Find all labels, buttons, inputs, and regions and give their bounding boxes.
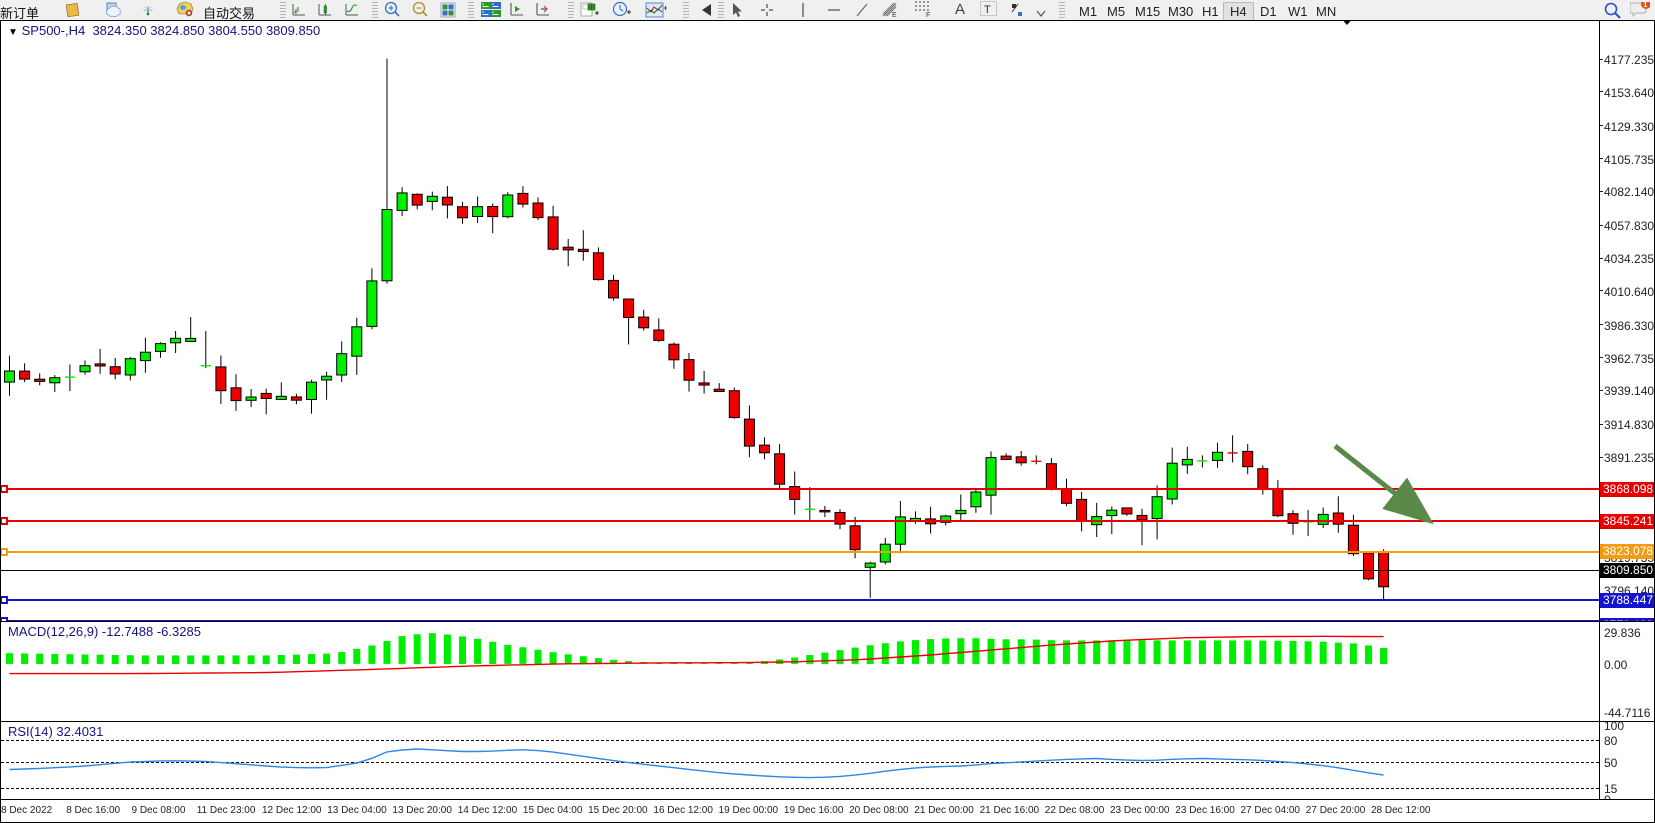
svg-text:F: F bbox=[926, 12, 930, 18]
svg-text:E: E bbox=[892, 12, 897, 18]
svg-text:T: T bbox=[984, 4, 991, 16]
svg-text:1: 1 bbox=[1643, 2, 1647, 9]
